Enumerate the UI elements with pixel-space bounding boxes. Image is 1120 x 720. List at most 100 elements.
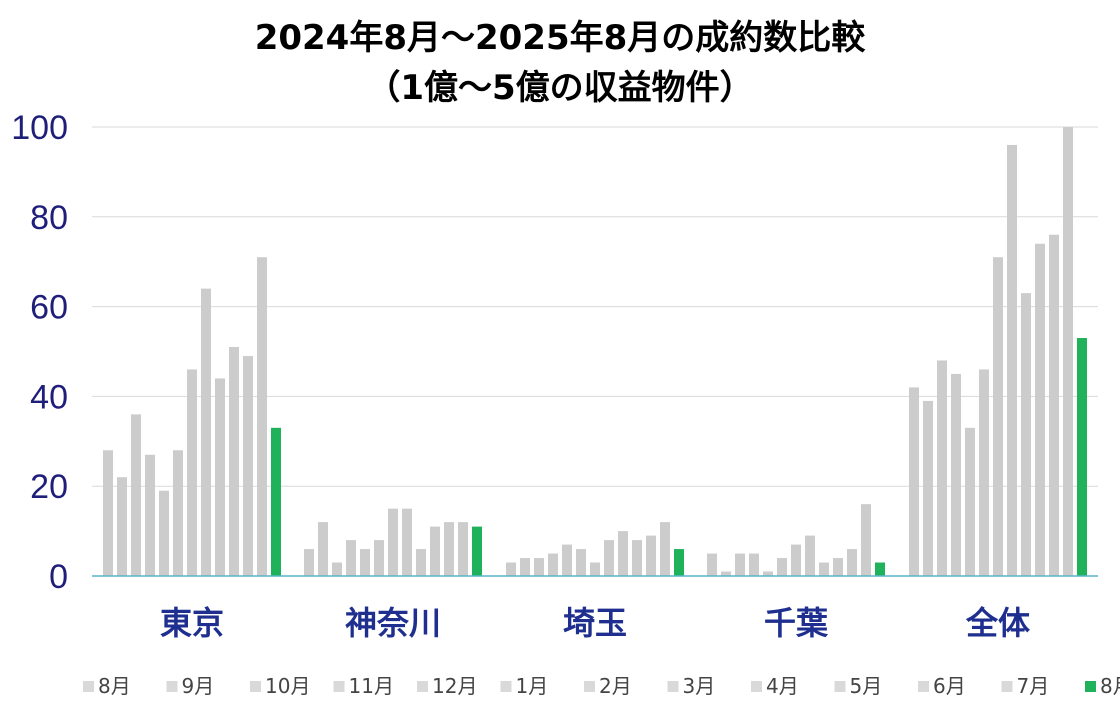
x-category-label: 埼玉 [563,604,627,642]
legend-swatch [166,681,178,692]
bar [993,257,1003,576]
legend-swatch [333,681,345,692]
bar [416,549,426,576]
bar [791,544,801,576]
bar [707,553,717,576]
bar [923,400,933,576]
bar [660,522,670,576]
legend-swatch [834,681,846,692]
bar [159,490,169,576]
legend-label: 9月 [182,674,215,698]
legend-label: 10月 [265,674,310,698]
bar [506,562,516,576]
bar [861,504,871,576]
legend-swatch [667,681,679,692]
bar [735,553,745,576]
chart-title-line1: 2024年8月～2025年8月の成約数比較 [254,18,866,58]
bar [187,369,197,576]
legend-swatch [250,681,261,692]
bar [215,378,225,576]
bar [534,558,544,576]
bar [1007,144,1017,576]
legend-swatch [584,681,595,692]
bar [332,562,342,576]
bar [979,369,989,576]
bar [472,526,482,576]
bar [763,571,773,576]
legend-label: 11月 [349,674,394,698]
bar [777,558,787,576]
bar [318,522,328,576]
x-category-label: 全体 [965,604,1030,642]
legend-swatch [918,681,929,692]
bar [131,414,141,576]
bar [257,257,267,576]
bar [117,477,127,576]
legend-label: 3月 [683,674,716,698]
y-tick-label: 60 [30,289,68,327]
bar [1035,243,1045,577]
bar [721,571,731,576]
bar [749,553,759,576]
bar [847,549,857,576]
bar [458,522,468,576]
bar [430,526,440,576]
bar [229,347,239,576]
legend-label: 7月 [1017,674,1050,698]
legend-label: 8月 [98,674,131,698]
bar [304,549,314,576]
bar [402,508,412,576]
bar [937,360,947,576]
y-tick-label: 100 [11,109,68,147]
x-category-label: 東京 [160,604,224,642]
bar [965,427,975,576]
bar [243,355,253,576]
legend-swatch [1001,681,1013,692]
bar [360,549,370,576]
bar [201,288,211,576]
bar [548,553,558,576]
bar [374,540,384,576]
bar [388,508,398,576]
bar [520,558,530,576]
bar [103,450,113,576]
bar [875,562,885,576]
x-category-label: 神奈川 [345,604,441,642]
legend-swatch [83,681,94,692]
bar [1021,293,1031,576]
y-tick-label: 0 [49,558,68,596]
bar [562,544,572,576]
x-category-label: 千葉 [764,604,829,642]
bar [674,549,684,576]
bar [833,558,843,576]
legend-swatch [417,681,428,692]
bar [346,540,356,576]
bar [173,450,183,576]
bar [909,387,919,576]
legend-label: 1月 [516,674,549,698]
bar [271,427,281,576]
bar [604,540,614,576]
bar [646,535,656,576]
bar [576,549,586,576]
bar [145,454,155,576]
y-tick-label: 80 [30,199,68,237]
bar [1077,338,1087,576]
bar [819,562,829,576]
bar [951,373,961,576]
bar [632,540,642,576]
bar [1063,127,1073,576]
chart-title-line2: （1億～5億の収益物件） [366,68,754,108]
bar [1049,234,1059,576]
y-tick-label: 20 [30,468,68,506]
legend-label: 6月 [933,674,966,698]
legend-label: 8月 [1100,674,1120,698]
legend-label: 12月 [432,674,477,698]
bar [618,531,628,576]
legend-label: 5月 [850,674,883,698]
legend-label: 4月 [766,674,799,698]
bar [444,522,454,576]
legend-swatch [500,681,512,692]
bar [590,562,600,576]
